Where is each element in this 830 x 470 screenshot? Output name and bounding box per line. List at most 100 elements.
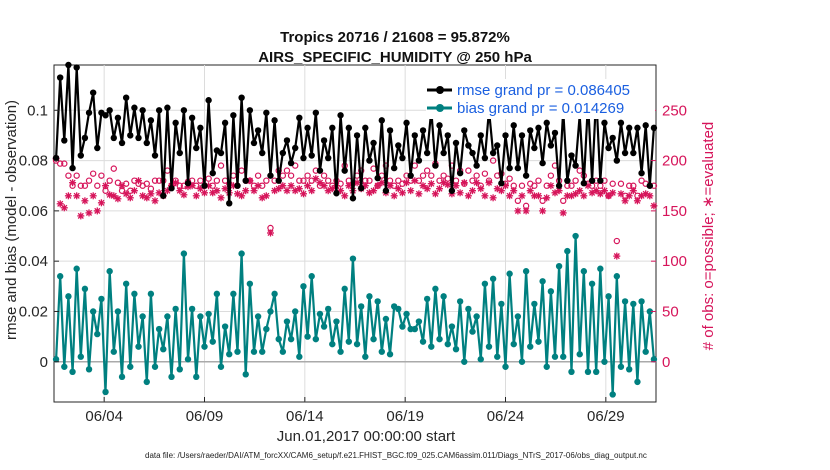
possible-obs-marker bbox=[56, 160, 64, 167]
bias-point bbox=[151, 363, 159, 370]
rmse-point bbox=[489, 149, 497, 157]
possible-obs-marker bbox=[489, 157, 497, 164]
evaluated-obs-marker bbox=[625, 192, 633, 200]
evaluated-obs-marker bbox=[407, 187, 415, 195]
asterisk-stroke bbox=[646, 192, 653, 199]
evaluated-obs-marker bbox=[64, 192, 72, 200]
asterisk-stroke bbox=[626, 192, 633, 199]
rmse-point bbox=[135, 134, 142, 142]
rmse-point bbox=[155, 107, 163, 114]
bias-point bbox=[160, 345, 167, 353]
y-tick-label-right: 100 bbox=[662, 253, 687, 270]
evaluated-obs-marker bbox=[596, 190, 604, 198]
bias-point bbox=[345, 338, 353, 345]
evaluated-obs-marker bbox=[295, 185, 303, 193]
rmse-point bbox=[625, 124, 633, 132]
rmse-point bbox=[188, 114, 196, 122]
legend-box bbox=[426, 79, 655, 119]
rmse-point bbox=[419, 127, 427, 134]
rmse-point bbox=[221, 119, 229, 127]
rmse-point bbox=[139, 107, 146, 114]
y-tick-label-left: 0.02 bbox=[19, 303, 48, 320]
x-tick-label: 06/24 bbox=[487, 408, 525, 425]
evaluated-obs-marker bbox=[262, 192, 270, 200]
possible-obs-marker bbox=[213, 177, 221, 184]
asterisk-stroke bbox=[556, 187, 563, 194]
asterisk-stroke bbox=[580, 192, 587, 199]
bias-point bbox=[440, 293, 447, 300]
bias-point bbox=[102, 388, 109, 396]
asterisk-stroke bbox=[498, 187, 505, 194]
bias-point bbox=[209, 338, 216, 345]
bias-point bbox=[221, 323, 229, 330]
evaluated-obs-marker bbox=[300, 190, 307, 198]
asterisk-stroke bbox=[238, 192, 245, 199]
rmse-point bbox=[209, 169, 216, 177]
bias-point bbox=[473, 313, 480, 320]
bias-point bbox=[308, 273, 315, 280]
possible-obs-marker bbox=[617, 180, 625, 187]
bias-point bbox=[329, 340, 336, 348]
rmse-point bbox=[564, 177, 571, 184]
bias-point bbox=[263, 325, 270, 333]
bias-point bbox=[502, 363, 509, 370]
possible-obs-marker bbox=[300, 177, 307, 184]
asterisk-stroke bbox=[354, 179, 361, 186]
evaluated-obs-marker bbox=[316, 179, 324, 187]
possible-obs-marker bbox=[535, 177, 542, 184]
asterisk-stroke bbox=[316, 179, 324, 186]
bias-point bbox=[213, 290, 221, 298]
bias-point bbox=[292, 308, 299, 315]
bias-point bbox=[341, 285, 348, 293]
evaluated-obs-marker bbox=[370, 187, 378, 195]
possible-obs-marker bbox=[279, 172, 287, 179]
rmse-point bbox=[642, 122, 649, 129]
asterisk-stroke bbox=[613, 253, 620, 260]
rmse-point bbox=[324, 154, 332, 162]
asterisk-stroke bbox=[296, 185, 303, 192]
rmse-point bbox=[308, 152, 315, 159]
evaluated-obs-marker bbox=[238, 192, 246, 200]
rmse-point bbox=[61, 137, 68, 144]
bias-point bbox=[85, 366, 93, 373]
bias-point bbox=[230, 290, 237, 298]
rmse-point bbox=[160, 192, 167, 199]
evaluated-obs-marker bbox=[621, 197, 629, 205]
evaluated-obs-marker bbox=[572, 190, 580, 198]
evaluated-obs-marker bbox=[580, 192, 588, 200]
bias-point bbox=[456, 298, 464, 305]
bias-point bbox=[630, 300, 637, 308]
y-tick-label-right: 200 bbox=[662, 153, 687, 170]
possible-obs-marker bbox=[547, 172, 555, 179]
bias-point bbox=[452, 345, 460, 353]
evaluated-obs-marker bbox=[609, 189, 617, 197]
possible-obs-marker bbox=[205, 175, 212, 182]
rmse-point bbox=[638, 169, 645, 177]
rmse-point bbox=[440, 149, 447, 157]
bias-point bbox=[217, 363, 225, 370]
bias-point bbox=[283, 318, 291, 325]
legend-rmse-marker bbox=[436, 86, 444, 94]
asterisk-stroke bbox=[217, 194, 225, 201]
bias-point bbox=[535, 338, 542, 345]
bias-point bbox=[593, 368, 600, 376]
evaluated-obs-marker bbox=[254, 182, 262, 190]
rmse-point bbox=[555, 182, 563, 189]
bias-point bbox=[180, 250, 188, 257]
bias-point bbox=[642, 348, 649, 355]
possible-obs-marker bbox=[613, 237, 621, 245]
bias-point bbox=[609, 391, 616, 398]
asterisk-stroke bbox=[469, 187, 476, 194]
bias-point bbox=[514, 313, 522, 320]
possible-obs-marker bbox=[110, 165, 117, 172]
rmse-point bbox=[378, 117, 386, 124]
bias-point bbox=[139, 313, 146, 320]
possible-obs-marker bbox=[114, 179, 122, 186]
asterisk-stroke bbox=[283, 187, 291, 194]
bias-point bbox=[415, 318, 423, 325]
asterisk-stroke bbox=[147, 190, 154, 197]
rmse-point bbox=[73, 64, 80, 71]
y-tick-label-left: 0.06 bbox=[19, 203, 48, 220]
possible-obs-marker bbox=[77, 182, 85, 189]
